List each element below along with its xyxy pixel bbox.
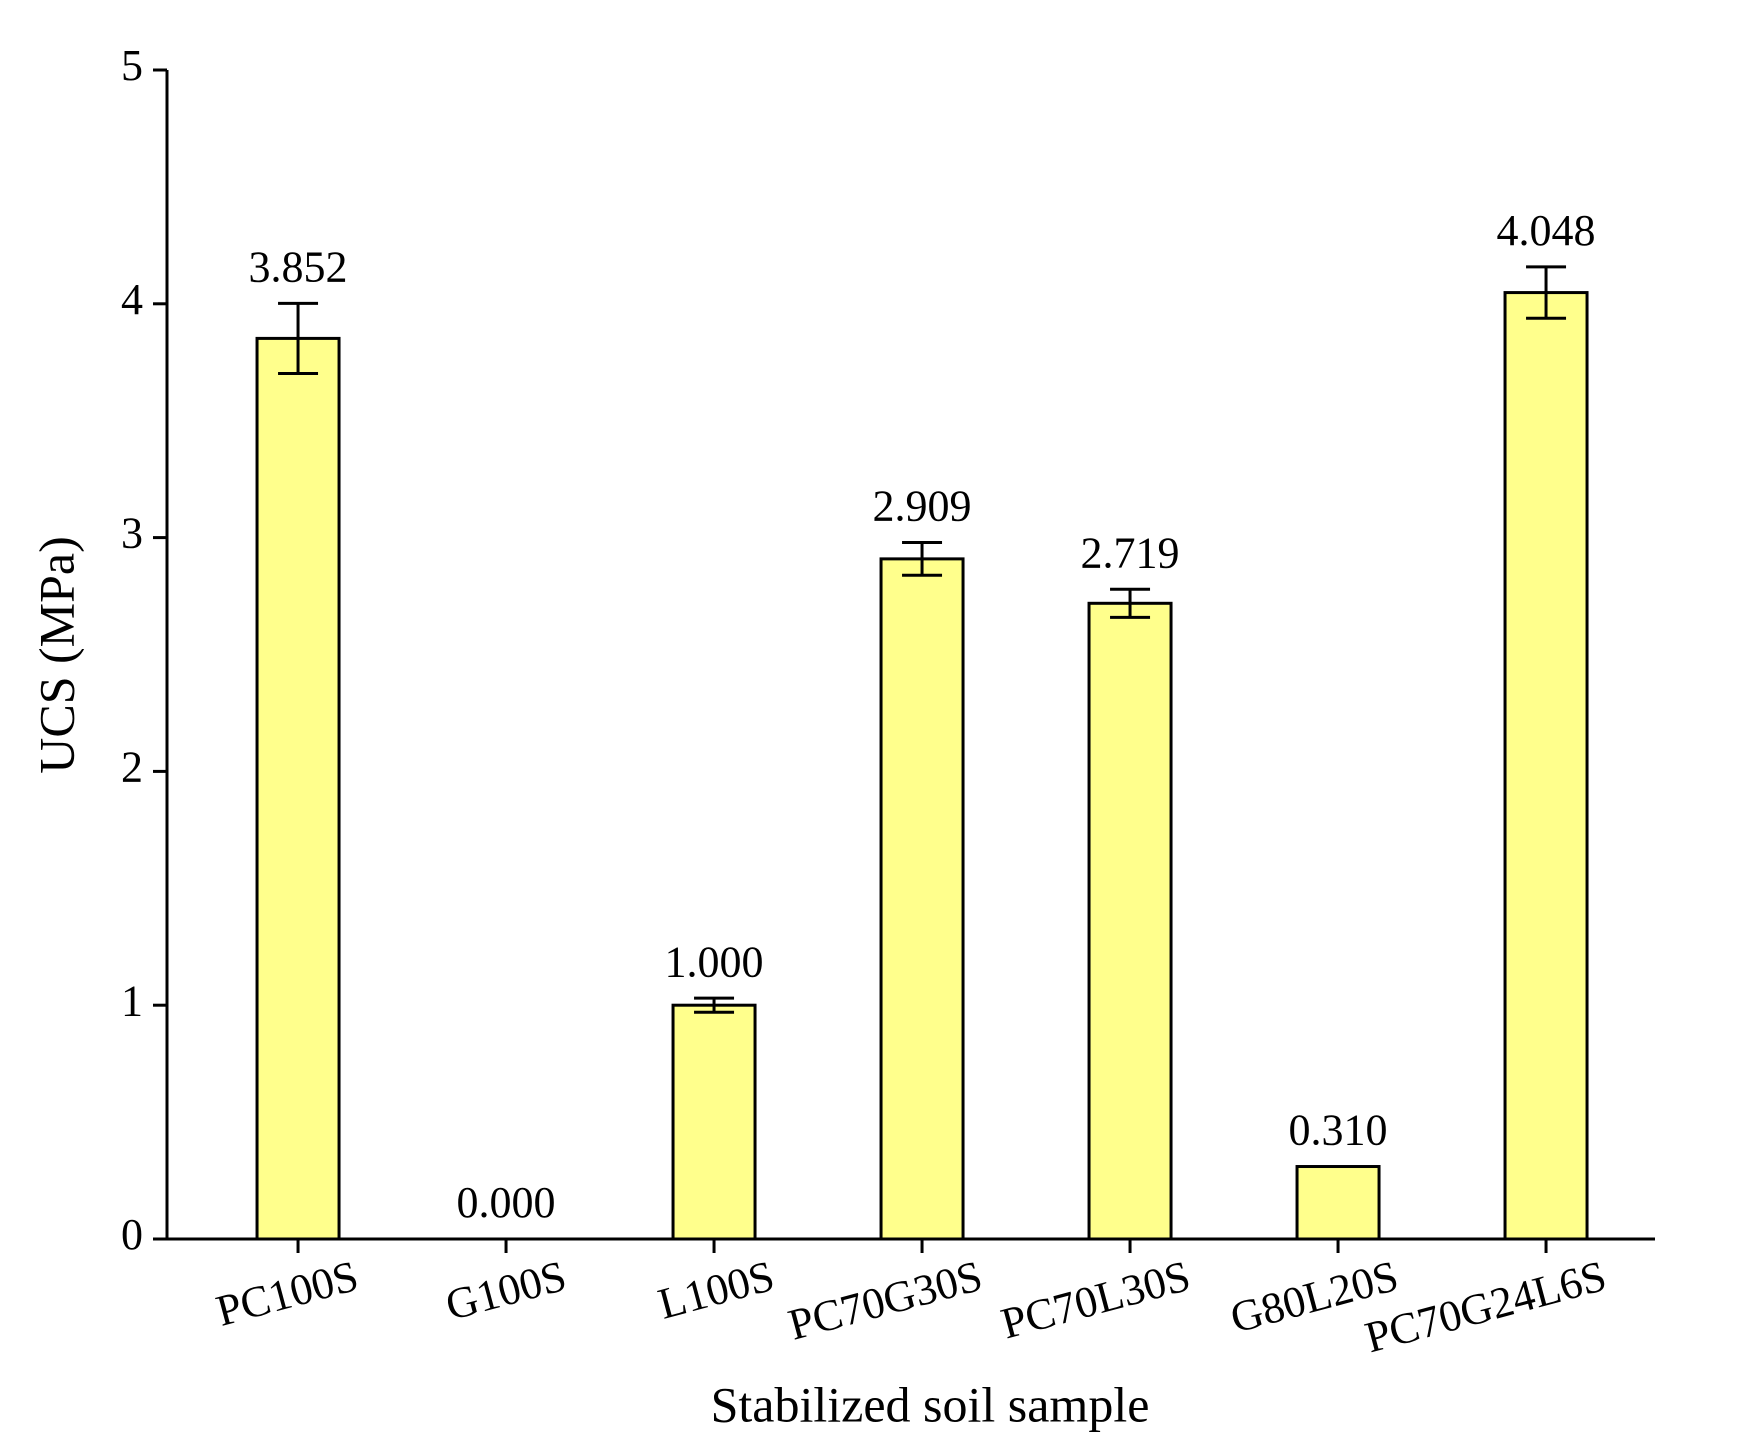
y-tick-label: 4	[121, 275, 143, 324]
bar	[255, 336, 341, 1241]
x-tick-label: PC70G30S	[783, 1251, 987, 1350]
bar	[671, 1003, 757, 1241]
x-tick-label: PC70L30S	[996, 1251, 1195, 1348]
y-tick-label: 5	[121, 41, 143, 90]
value-label: 0.310	[1289, 1106, 1388, 1155]
bar	[879, 557, 965, 1241]
bar	[1503, 291, 1589, 1241]
x-axis-title: Stabilized soil sample	[711, 1376, 1150, 1432]
bar	[1295, 1165, 1381, 1241]
x-tick-label: G100S	[440, 1251, 571, 1330]
bar	[1087, 601, 1173, 1241]
y-tick-label: 1	[121, 976, 143, 1025]
y-tick-label: 3	[121, 509, 143, 558]
value-label: 0.000	[457, 1178, 556, 1227]
x-tick-label: PC70G24L6S	[1360, 1251, 1611, 1362]
value-label: 3.852	[249, 242, 348, 291]
value-label: 2.909	[873, 482, 972, 531]
value-label: 4.048	[1497, 206, 1596, 255]
y-tick-label: 0	[121, 1210, 143, 1259]
x-tick-label: L100S	[653, 1251, 779, 1329]
y-axis-title: UCS (MPa)	[28, 536, 84, 774]
value-label: 1.000	[665, 937, 764, 986]
y-tick-label: 2	[121, 742, 143, 791]
x-tick-label: PC100S	[211, 1251, 363, 1336]
value-label: 2.719	[1081, 528, 1180, 577]
